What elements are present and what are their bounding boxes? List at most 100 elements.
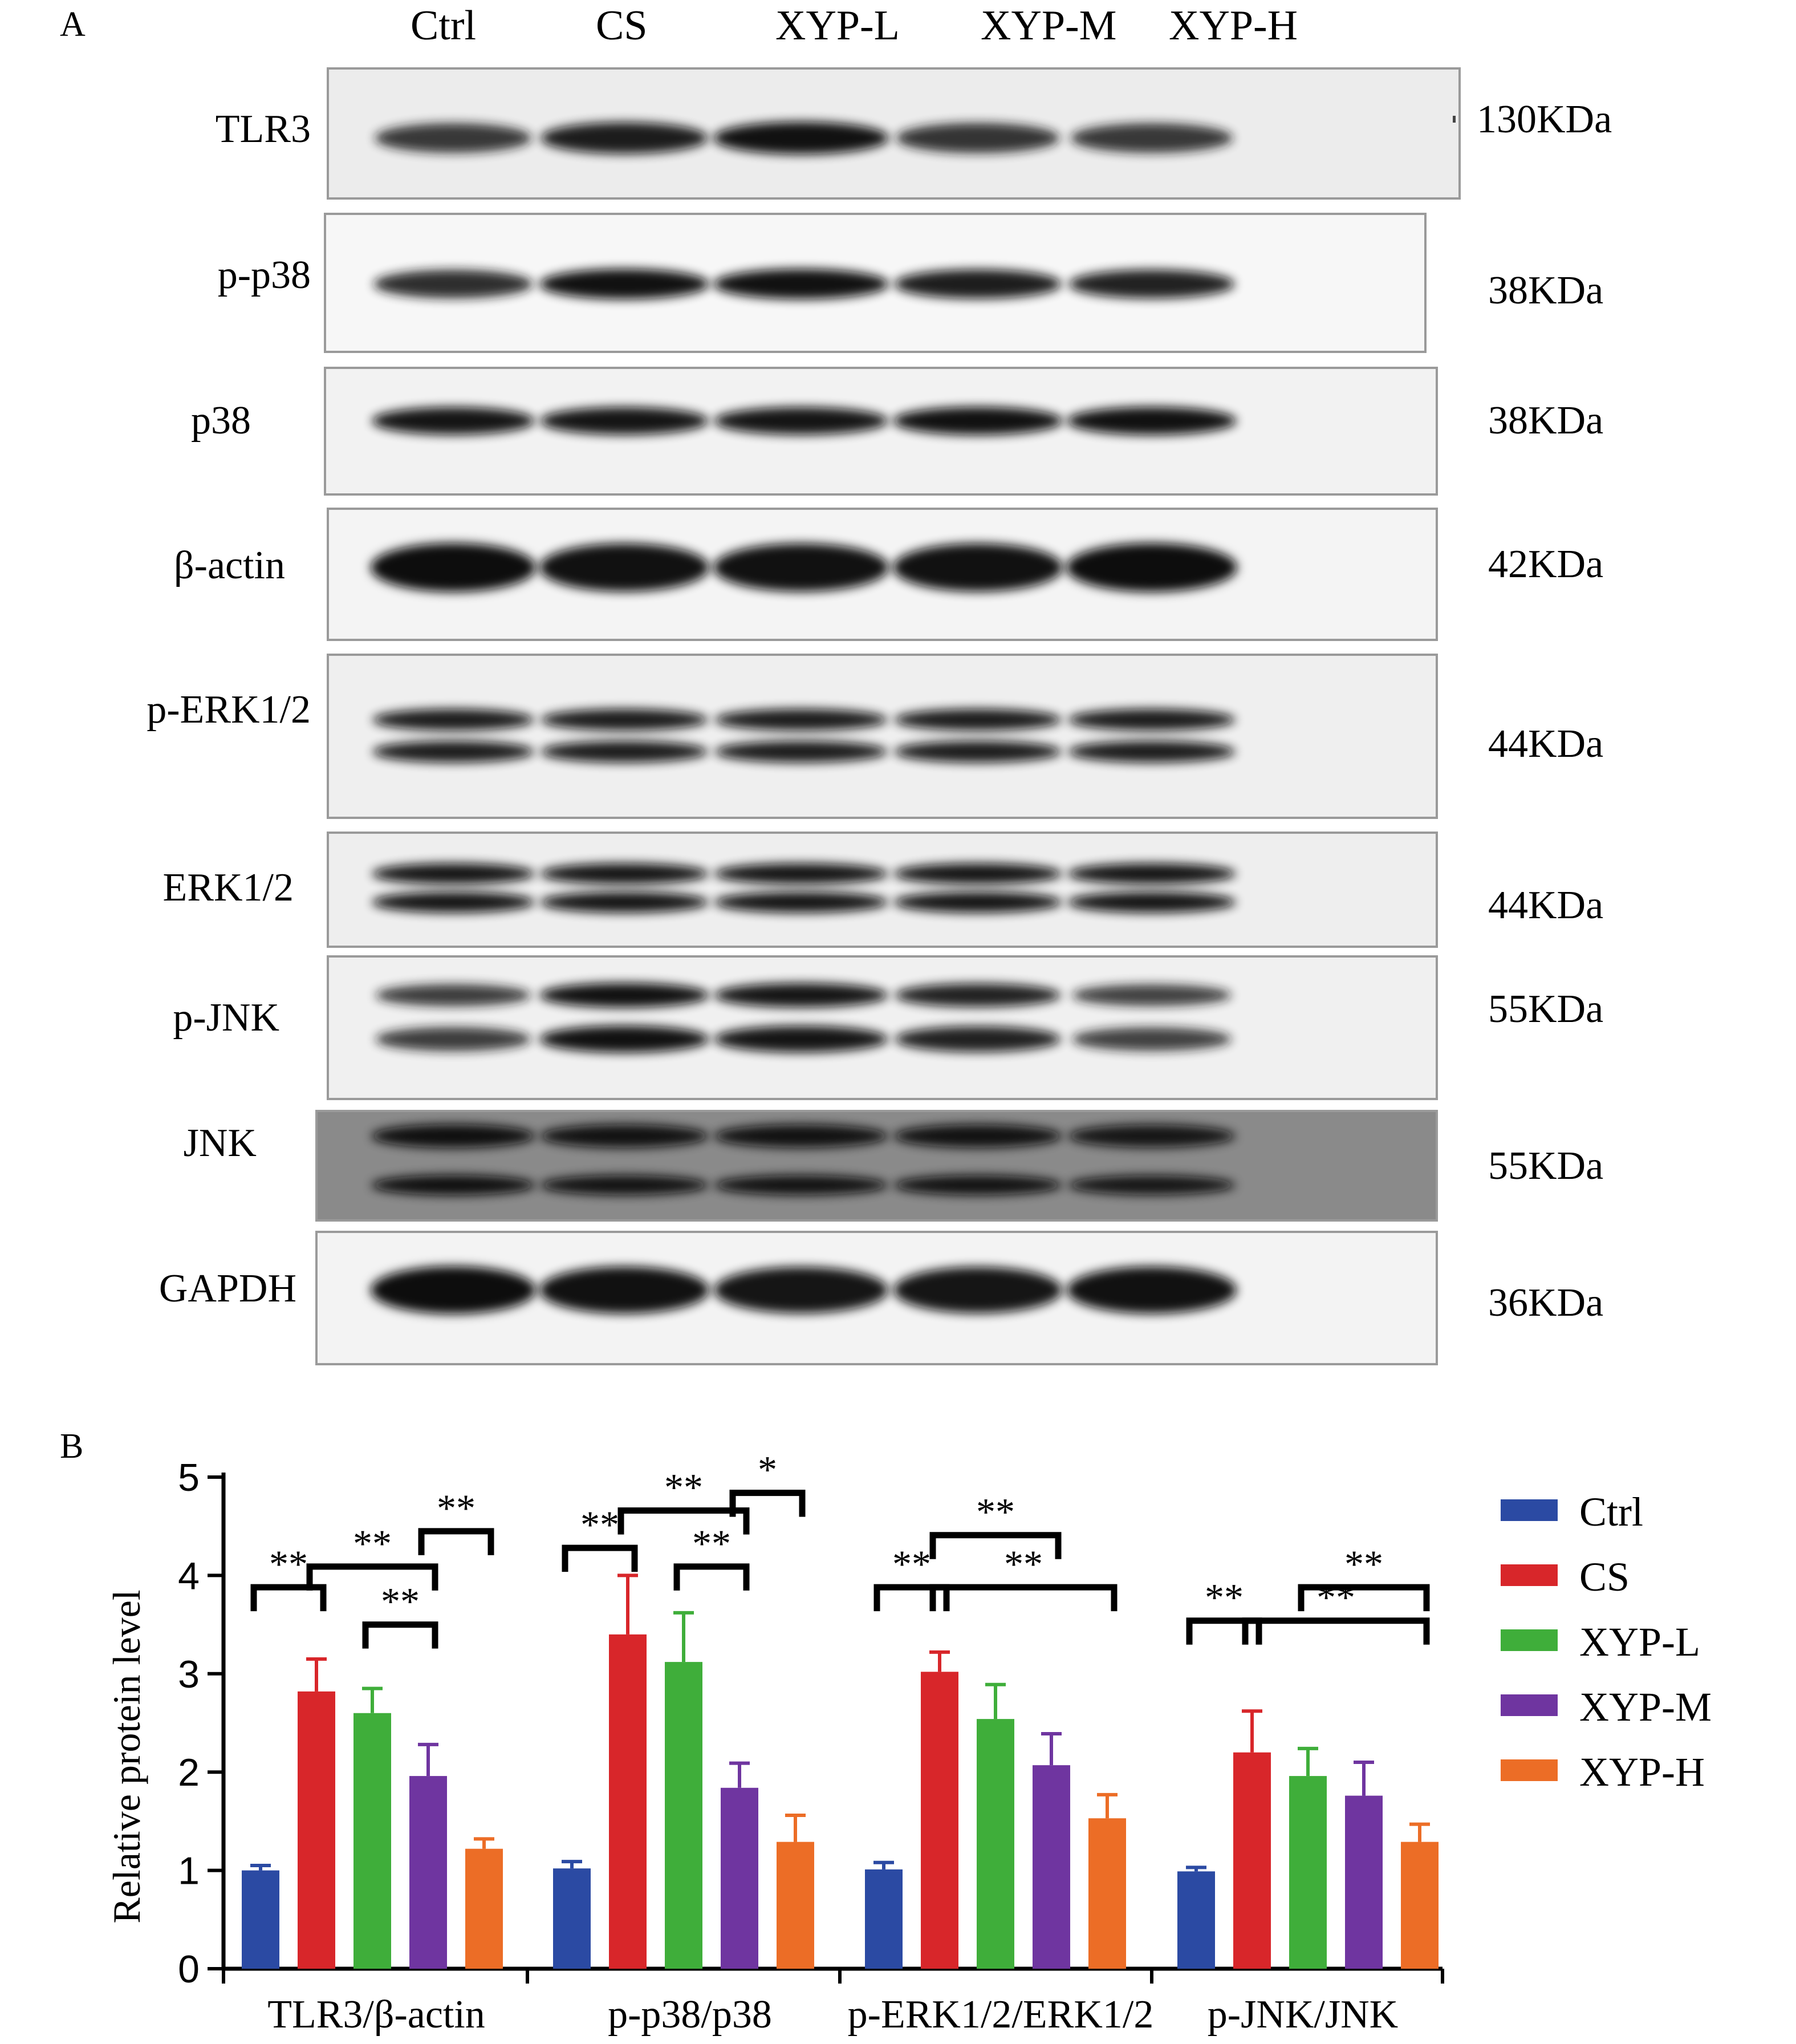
bar-xyp-l-2	[977, 1719, 1014, 1969]
blot-band	[893, 891, 1062, 913]
lane-label-ctrl: Ctrl	[411, 2, 477, 49]
blot-band	[894, 740, 1062, 763]
significance-bracket: **	[673, 1522, 750, 1591]
blot-band	[893, 1175, 1062, 1195]
significance-bracket: **	[1186, 1576, 1262, 1645]
significance-label: **	[580, 1503, 619, 1546]
blot-strip-b-actin	[327, 508, 1438, 641]
kda-label-p-jnk: 55KDa	[1488, 987, 1604, 1031]
significance-label: **	[664, 1466, 703, 1509]
legend-swatch	[1501, 1759, 1558, 1781]
legend-swatch	[1501, 1694, 1558, 1716]
significance-label: **	[892, 1542, 931, 1585]
legend-swatch	[1501, 1564, 1558, 1586]
blot-band	[372, 863, 535, 885]
bar-cs-3	[1233, 1752, 1271, 1969]
blot-band	[371, 1266, 536, 1314]
blot-band	[539, 269, 709, 299]
blot-band	[1067, 891, 1236, 913]
legend-label: XYP-M	[1579, 1684, 1712, 1730]
blot-strip-p-erk	[327, 654, 1438, 819]
kda-label-p38: 38KDa	[1488, 399, 1604, 443]
blot-band	[372, 740, 534, 763]
blot-band	[371, 1175, 535, 1195]
legend-item-xyp-h: XYP-H	[1501, 1749, 1705, 1795]
significance-bracket: **	[1242, 1576, 1430, 1645]
blot-band	[375, 984, 531, 1007]
significance-label: **	[1344, 1542, 1383, 1585]
blot-band	[714, 1124, 888, 1148]
blot-band	[895, 1026, 1061, 1052]
blot-band	[1068, 740, 1236, 763]
kda-label-b-actin: 42KDa	[1488, 542, 1604, 586]
blot-band	[1066, 543, 1237, 592]
blot-band	[896, 123, 1060, 153]
panel-b-label: B	[60, 1427, 84, 1466]
kda-label-p-erk: 44KDa	[1488, 722, 1604, 766]
blot-band	[372, 891, 535, 913]
significance-label: **	[1205, 1576, 1244, 1619]
blot-band	[893, 1267, 1062, 1313]
significance-label: **	[692, 1522, 731, 1565]
blot-band	[541, 708, 708, 731]
protein-label-tlr3: TLR3	[215, 107, 311, 151]
x-category-label: p-ERK1/2/ERK1/2	[848, 1993, 1154, 2037]
blot-band	[714, 891, 888, 913]
bar-xyp-m-1	[721, 1787, 758, 1969]
bar-xyp-h-1	[777, 1842, 814, 1969]
significance-bracket: **	[306, 1522, 438, 1591]
blot-band	[893, 1124, 1062, 1148]
bar-xyp-m-3	[1345, 1795, 1383, 1969]
significance-bracket: **	[929, 1490, 1062, 1559]
y-axis-label: Relative protein level	[105, 1589, 148, 1923]
blot-band	[714, 1267, 888, 1313]
significance-label: **	[437, 1486, 476, 1530]
significance-label: **	[1316, 1576, 1355, 1619]
blot-strip-erk	[327, 832, 1438, 948]
legend-label: Ctrl	[1579, 1489, 1643, 1535]
blot-band	[1067, 863, 1236, 885]
bar-xyp-h-3	[1401, 1842, 1439, 1969]
protein-label-jnk: JNK	[183, 1121, 257, 1165]
legend-swatch	[1501, 1499, 1558, 1521]
blot-band	[894, 269, 1062, 299]
protein-label-p-erk: p-ERK1/2	[147, 688, 311, 732]
blot-band	[539, 1266, 709, 1314]
significance-bracket: *	[729, 1448, 806, 1517]
significance-bracket: **	[362, 1580, 438, 1649]
blot-band	[1067, 407, 1237, 435]
blot-band	[373, 270, 533, 298]
blot-band	[1068, 269, 1235, 299]
bar-xyp-m-0	[409, 1776, 447, 1969]
x-category-label: TLR3/β-actin	[267, 1993, 485, 2037]
kda-label-p-p38: 38KDa	[1488, 269, 1604, 313]
legend-item-xyp-m: XYP-M	[1501, 1684, 1712, 1730]
legend-label: CS	[1579, 1554, 1630, 1600]
significance-bracket: **	[873, 1542, 950, 1612]
significance-label: **	[353, 1522, 392, 1565]
kda-label-erk: 44KDa	[1488, 883, 1604, 927]
blot-band	[894, 708, 1062, 731]
kda-label-tlr3: 130KDa	[1477, 98, 1612, 141]
significance-label: *	[758, 1448, 777, 1491]
blot-band	[539, 983, 709, 1008]
x-category-label: p-p38/p38	[608, 1993, 772, 2037]
y-tick-label: 0	[178, 1948, 200, 1991]
significance-label: **	[976, 1490, 1015, 1534]
y-tick-label: 2	[178, 1751, 200, 1794]
western-blot-image	[315, 67, 1461, 1365]
blot-band	[895, 983, 1061, 1007]
protein-label-p38: p38	[191, 399, 251, 443]
blot-band	[1072, 984, 1232, 1007]
blot-band	[713, 543, 889, 592]
legend-label: XYP-H	[1579, 1749, 1705, 1795]
significance-label: **	[1004, 1542, 1043, 1585]
blot-band	[1068, 708, 1236, 731]
bar-cs-0	[298, 1691, 335, 1969]
significance-bracket: **	[418, 1486, 494, 1555]
blot-band	[714, 708, 888, 731]
blot-band	[372, 407, 535, 435]
blot-band	[714, 1175, 888, 1195]
blot-strip-gapdh	[315, 1231, 1438, 1365]
